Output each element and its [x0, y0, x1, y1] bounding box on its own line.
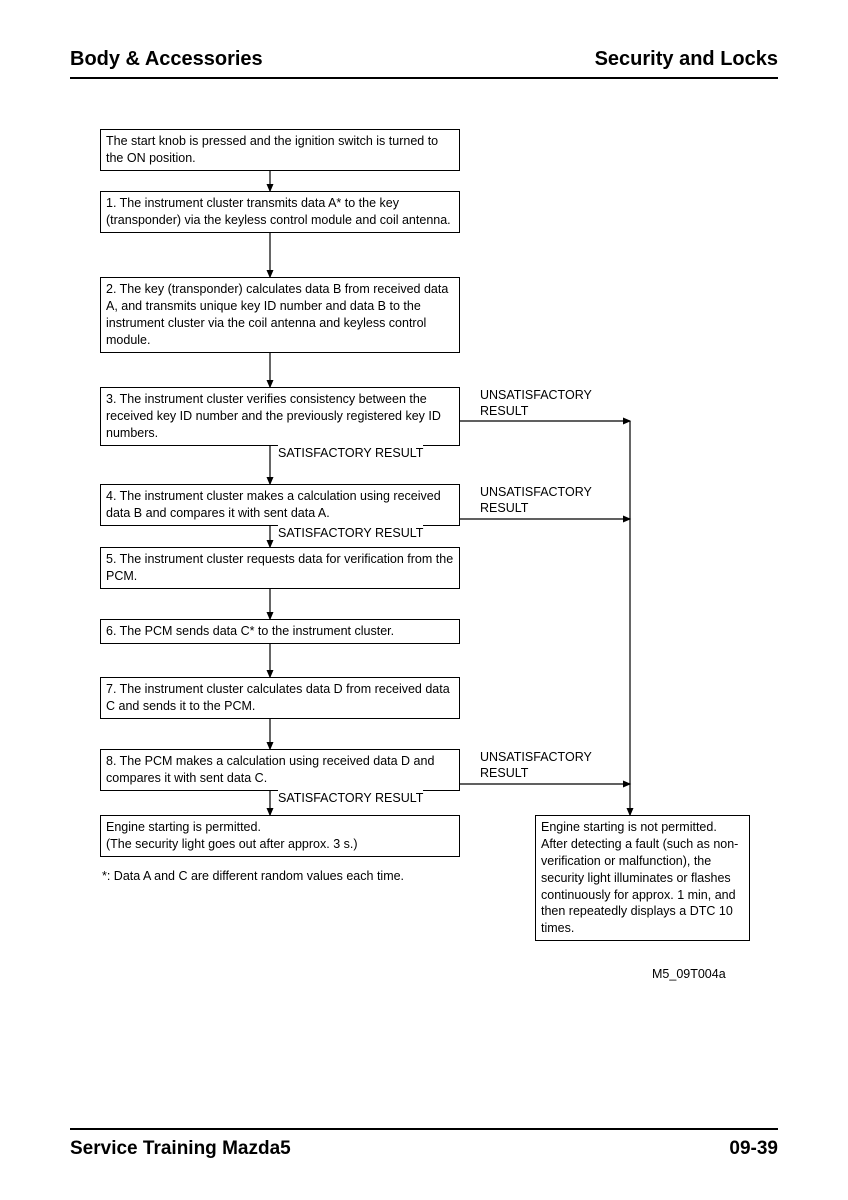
label-satisfactory-s4: SATISFACTORY RESULT [278, 525, 423, 541]
figure-reference: M5_09T004a [652, 967, 726, 981]
header-left: Body & Accessories [70, 48, 263, 71]
footer-right: 09-39 [729, 1138, 778, 1160]
page-footer: Service Training Mazda5 09-39 [70, 1138, 778, 1160]
footer-left: Service Training Mazda5 [70, 1138, 291, 1160]
flow-box-b5: 5. The instrument cluster requests data … [100, 547, 460, 589]
flow-box-b7: 7. The instrument cluster calculates dat… [100, 677, 460, 719]
label-unsatisfactory-u3: UNSATISFACTORYRESULT [480, 387, 592, 420]
label-satisfactory-s3: SATISFACTORY RESULT [278, 445, 423, 461]
page-header: Body & Accessories Security and Locks [70, 48, 778, 79]
flow-box-b0: The start knob is pressed and the igniti… [100, 129, 460, 171]
flow-box-b4: 4. The instrument cluster makes a calcul… [100, 484, 460, 526]
label-satisfactory-s8: SATISFACTORY RESULT [278, 790, 423, 806]
flowchart: The start knob is pressed and the igniti… [100, 129, 740, 989]
flow-box-b1: 1. The instrument cluster transmits data… [100, 191, 460, 233]
header-right: Security and Locks [595, 48, 778, 71]
page: Body & Accessories Security and Locks Th… [0, 0, 848, 1200]
flow-box-b3: 3. The instrument cluster verifies consi… [100, 387, 460, 446]
label-unsatisfactory-u8: UNSATISFACTORYRESULT [480, 749, 592, 782]
footer-divider [70, 1128, 778, 1130]
flow-box-b2: 2. The key (transponder) calculates data… [100, 277, 460, 353]
flow-box-b6: 6. The PCM sends data C* to the instrume… [100, 619, 460, 644]
flow-box-b10: Engine starting is not permitted. After … [535, 815, 750, 941]
flow-box-b9: Engine starting is permitted.(The securi… [100, 815, 460, 857]
footnote: *: Data A and C are different random val… [102, 869, 404, 883]
flow-box-b8: 8. The PCM makes a calculation using rec… [100, 749, 460, 791]
label-unsatisfactory-u4: UNSATISFACTORYRESULT [480, 484, 592, 517]
